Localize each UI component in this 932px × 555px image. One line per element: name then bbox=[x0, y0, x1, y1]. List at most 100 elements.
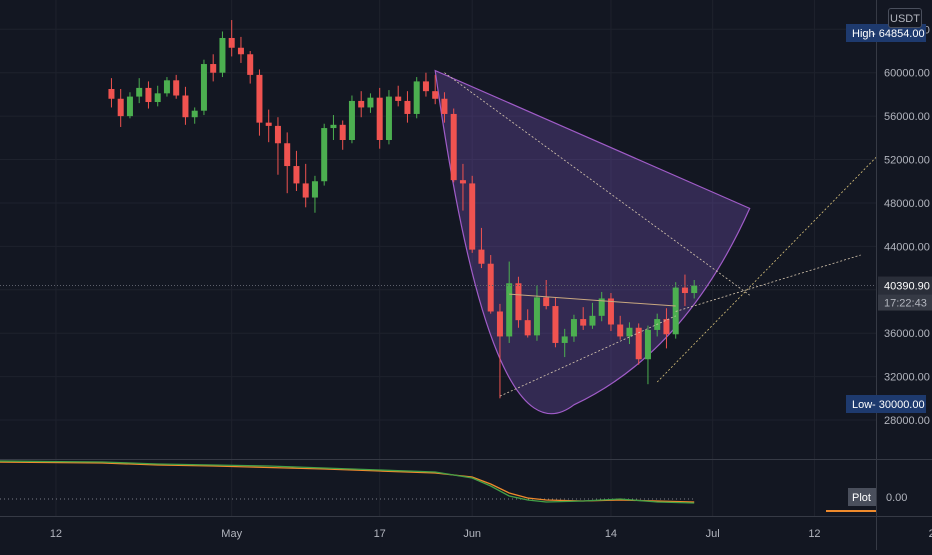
candle-bearish bbox=[432, 91, 439, 99]
time-tick-label: 12 bbox=[50, 528, 62, 540]
candle-bearish bbox=[145, 87, 152, 103]
indicator-label: Plot bbox=[852, 492, 871, 504]
price-tick-label: 48000.00 bbox=[884, 198, 930, 210]
candle-bearish bbox=[265, 122, 272, 126]
countdown-box bbox=[878, 294, 932, 311]
candle-bullish bbox=[367, 97, 374, 108]
candle-bullish bbox=[200, 64, 207, 111]
candle-bearish bbox=[635, 327, 642, 360]
candle-bearish bbox=[256, 74, 263, 123]
candle-bearish bbox=[274, 125, 281, 144]
grid bbox=[0, 0, 876, 516]
candle-bearish bbox=[459, 180, 466, 184]
candle-bullish bbox=[191, 110, 198, 118]
price-markers: High- 64854.00 40390.90 17:22:43 Low - 30000… bbox=[846, 24, 932, 506]
candle-bearish bbox=[117, 98, 124, 117]
time-tick-label: 14 bbox=[605, 528, 617, 540]
candle-bullish bbox=[330, 124, 337, 129]
indicator-value: 0.00 bbox=[886, 492, 907, 504]
trend-line-rising bbox=[656, 156, 876, 383]
candle-bearish bbox=[450, 113, 457, 181]
last-price-box bbox=[878, 276, 932, 295]
price-tick-label: 44000.00 bbox=[884, 241, 930, 253]
candle-bullish bbox=[691, 285, 698, 294]
candle-bullish bbox=[672, 287, 679, 335]
currency-unit-badge[interactable]: USDT bbox=[888, 8, 922, 28]
candle-bearish bbox=[228, 37, 235, 48]
pattern-drawings bbox=[434, 69, 751, 415]
candle-bearish bbox=[108, 88, 115, 99]
price-tick-label: 52000.00 bbox=[884, 155, 930, 167]
candle-bearish bbox=[293, 166, 300, 184]
candle-bearish bbox=[284, 143, 291, 167]
countdown-value: 17:22:43 bbox=[884, 298, 927, 310]
high-marker-box bbox=[846, 24, 926, 42]
candle-bullish bbox=[533, 297, 540, 336]
candle-bullish bbox=[321, 128, 328, 182]
price-tick-label: 60000.00 bbox=[884, 68, 930, 80]
candle-bullish bbox=[570, 319, 577, 337]
candle-bullish bbox=[561, 336, 568, 343]
price-tick-label: 32000.00 bbox=[884, 372, 930, 384]
candle-bearish bbox=[469, 183, 476, 250]
low-marker-label: Low bbox=[852, 399, 872, 411]
indicator-main-line bbox=[0, 460, 695, 504]
time-tick-label: 26 bbox=[929, 528, 932, 540]
candle-bullish bbox=[506, 283, 513, 337]
candle-bearish bbox=[422, 81, 429, 92]
candle-bearish bbox=[395, 96, 402, 101]
trend-lines bbox=[0, 72, 876, 397]
high-marker-value: - 64854.00 bbox=[872, 28, 925, 40]
candle-bullish bbox=[154, 93, 161, 103]
cup-pattern-shape bbox=[434, 69, 751, 415]
candle-bearish bbox=[376, 97, 383, 141]
candle-bearish bbox=[580, 319, 587, 326]
candle-bullish bbox=[385, 96, 392, 141]
candle-bullish bbox=[598, 298, 605, 316]
trend-line-triangle-lower bbox=[499, 315, 676, 397]
trend-line-upper bbox=[444, 72, 750, 296]
candle-bullish bbox=[348, 100, 355, 141]
candle-bearish bbox=[681, 287, 688, 294]
candle-bearish bbox=[515, 283, 522, 321]
candle-bearish bbox=[617, 324, 624, 337]
candle-bearish bbox=[173, 80, 180, 96]
trend-line-channel bbox=[675, 254, 861, 312]
trend-line-triangle-upper bbox=[509, 293, 676, 307]
candle-bearish bbox=[496, 311, 503, 337]
candle-bullish bbox=[311, 181, 318, 198]
candle-bearish bbox=[543, 297, 550, 307]
price-tick-label: 28000.00 bbox=[884, 415, 930, 427]
candle-bearish bbox=[339, 124, 346, 141]
price-tick-label: 56000.00 bbox=[884, 111, 930, 123]
candle-bearish bbox=[182, 95, 189, 118]
candle-bullish bbox=[413, 81, 420, 114]
candle-bearish bbox=[237, 47, 244, 55]
candle-bearish bbox=[404, 100, 411, 114]
candle-bearish bbox=[552, 306, 559, 343]
candle-bullish bbox=[589, 315, 596, 326]
candle-bearish bbox=[358, 100, 365, 108]
time-tick-label: Jun bbox=[463, 528, 481, 540]
candle-bearish bbox=[478, 249, 485, 264]
candle-bullish bbox=[626, 327, 633, 337]
last-price-value: 40390.90 bbox=[884, 281, 930, 293]
candle-bearish bbox=[607, 298, 614, 325]
candle-bearish bbox=[663, 319, 670, 335]
candle-bearish bbox=[247, 54, 254, 75]
candle-bullish bbox=[219, 37, 226, 73]
low-marker-value: - 30000.00 bbox=[872, 399, 925, 411]
time-tick-label: 17 bbox=[374, 528, 386, 540]
indicator-pane bbox=[0, 460, 876, 512]
candle-bullish bbox=[163, 80, 170, 94]
candle-bearish bbox=[302, 183, 309, 198]
candle-bearish bbox=[210, 64, 217, 73]
indicator-signal-line bbox=[0, 461, 695, 503]
candle-bullish bbox=[136, 87, 143, 97]
indicator-label-box bbox=[848, 488, 876, 506]
candle-bullish bbox=[126, 96, 133, 117]
candles bbox=[108, 20, 698, 399]
